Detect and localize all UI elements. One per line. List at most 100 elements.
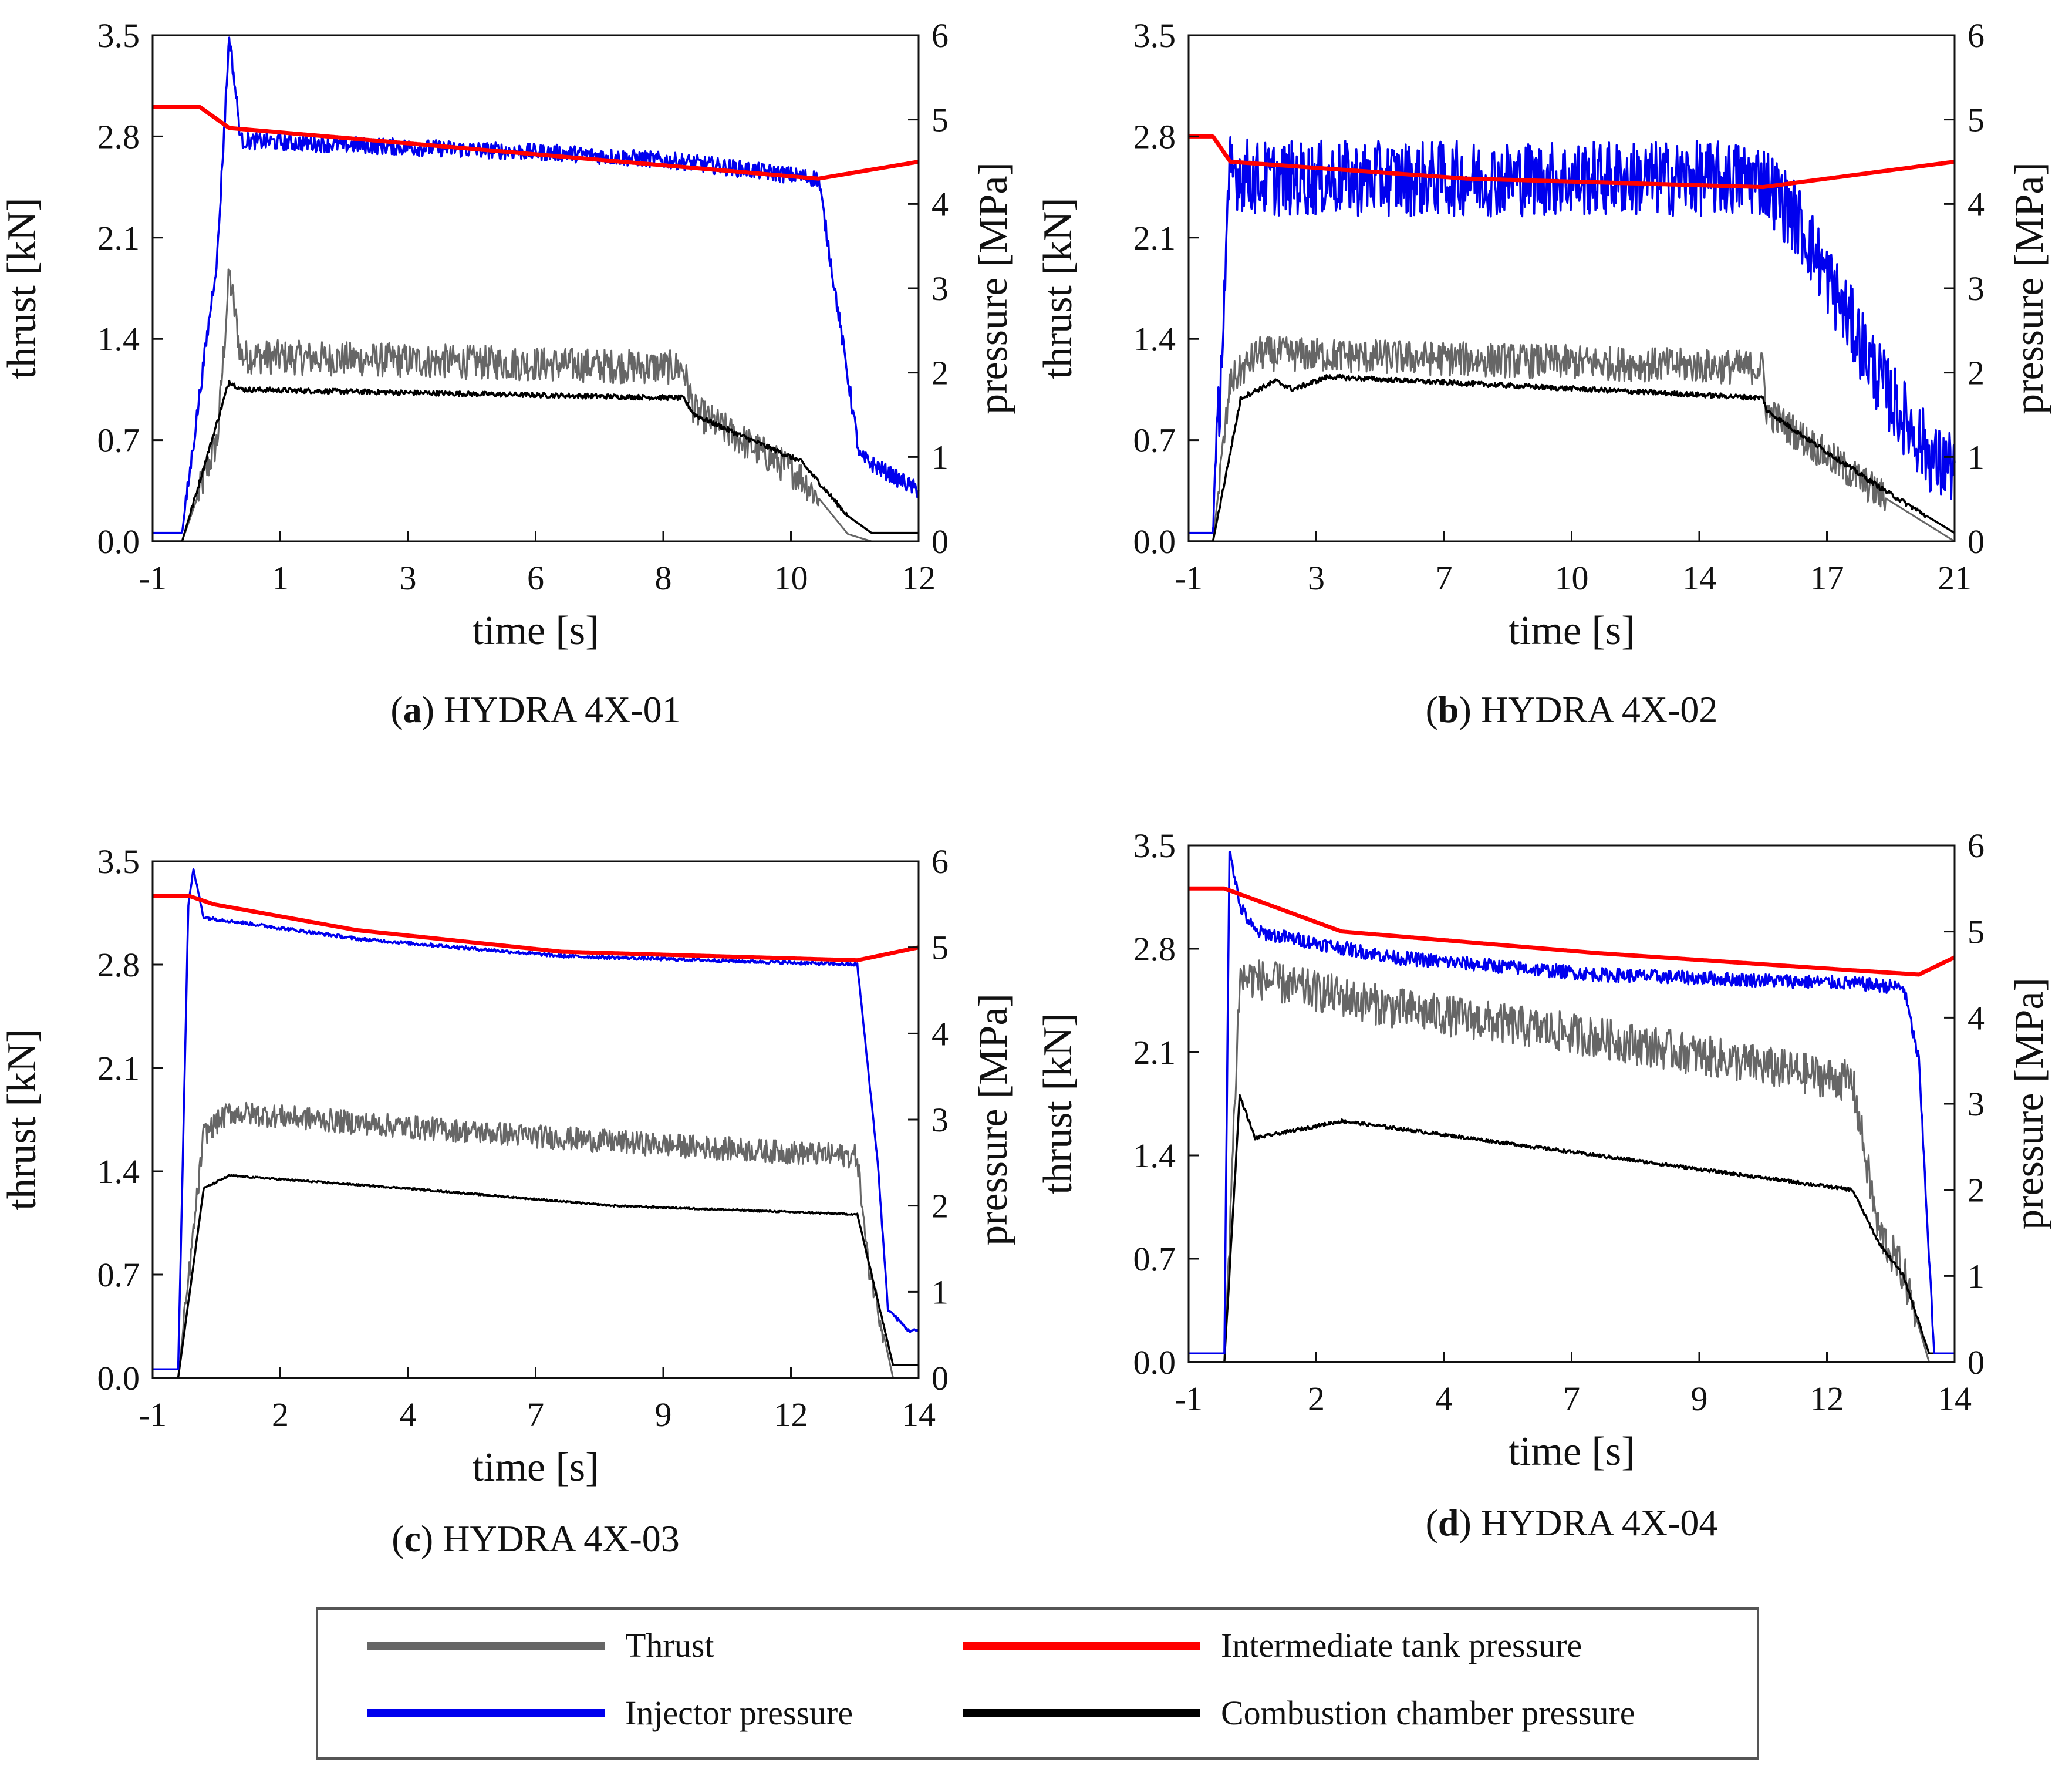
y-right-axis-label-d: pressure [MPa] — [2007, 978, 2052, 1230]
y-right-tick-label-c: 0 — [932, 1359, 949, 1397]
series-thrust-c — [152, 1101, 919, 1379]
x-tick-label-a: 12 — [902, 559, 936, 597]
x-axis-label-b: time [s] — [1509, 608, 1635, 653]
y-right-tick-label-b: 4 — [1968, 185, 1985, 223]
x-tick-label-b: 17 — [1810, 559, 1844, 597]
y-right-tick-label-a: 4 — [932, 185, 949, 223]
x-tick-label-c: 9 — [655, 1396, 672, 1434]
y-right-tick-label-d: 0 — [1968, 1343, 1985, 1381]
series-tank-c — [151, 894, 920, 963]
y-right-tick-label-b: 0 — [1968, 523, 1985, 561]
x-tick-label-d: 12 — [1810, 1380, 1844, 1418]
x-axis-label-d: time [s] — [1509, 1429, 1635, 1474]
legend-label-injector: Injector pressure — [625, 1694, 853, 1732]
caption-part: b — [1438, 689, 1459, 730]
y-left-tick-label-d: 0.7 — [1133, 1240, 1176, 1278]
caption-a: (a) HYDRA 4X-01 — [390, 689, 680, 730]
y-right-tick-label-c: 4 — [932, 1015, 949, 1053]
y-right-tick-label-a: 6 — [932, 16, 949, 55]
y-left-tick-label-a: 3.5 — [97, 16, 140, 55]
x-tick-label-c: 4 — [400, 1396, 417, 1434]
caption-part: ( — [1426, 1502, 1438, 1543]
y-left-tick-label-b: 3.5 — [1133, 16, 1176, 55]
y-right-tick-label-d: 3 — [1968, 1085, 1985, 1123]
plot-frame-d — [1187, 844, 1956, 1363]
x-axis-label-c: time [s] — [473, 1445, 599, 1490]
caption-b: (b) HYDRA 4X-02 — [1426, 689, 1718, 730]
x-tick-label-a: -1 — [139, 559, 167, 597]
legend: Thrust Injector pressure Intermediate ta… — [316, 1607, 1759, 1760]
y-right-tick-label-b: 5 — [1968, 101, 1985, 139]
y-left-tick-label-c: 0.0 — [97, 1359, 140, 1397]
y-left-tick-label-d: 3.5 — [1133, 827, 1176, 865]
series-chamber-b — [1188, 373, 1955, 542]
y-left-tick-label-a: 2.1 — [97, 219, 140, 257]
y-left-tick-label-d: 1.4 — [1133, 1137, 1176, 1175]
y-right-tick-label-d: 4 — [1968, 999, 1985, 1037]
y-left-axis-label-d: thrust [kN] — [1035, 1013, 1081, 1194]
caption-part: a — [403, 689, 422, 730]
y-left-axis-label-a: thrust [kN] — [0, 197, 45, 379]
y-right-axis-label-c: pressure [MPa] — [971, 993, 1016, 1246]
y-right-tick-label-d: 6 — [1968, 827, 1985, 865]
y-right-tick-label-b: 2 — [1968, 354, 1985, 392]
panel-b: -1 3 7 10 14 17 21 0.0 0.7 1.4 2.1 2.8 3.5 0 1 2 3 4 5 6 tim… — [1035, 16, 2052, 730]
y-left-axis-label-c: thrust [kN] — [0, 1029, 45, 1210]
series-tank-a — [151, 105, 920, 181]
x-tick-label-c: 2 — [272, 1396, 289, 1434]
series-injector-d — [1188, 851, 1955, 1355]
x-tick-label-d: 7 — [1563, 1380, 1580, 1418]
legend-label-thrust: Thrust — [625, 1626, 714, 1664]
x-tick-label-d: 9 — [1691, 1380, 1708, 1418]
caption-d: (d) HYDRA 4X-04 — [1426, 1502, 1718, 1543]
caption-part: ( — [390, 689, 403, 730]
panels: -1 1 3 6 8 10 120.00.71.42.12.83.50123456time … — [0, 16, 2052, 1559]
caption-part: ( — [392, 1518, 404, 1559]
caption-part: ) HYDRA 4X-03 — [421, 1518, 680, 1559]
series-tank-b — [1187, 134, 1956, 190]
y-left-tick-label-c: 3.5 — [97, 842, 140, 881]
y-right-tick-label-a: 1 — [932, 438, 949, 476]
y-right-tick-label-a: 2 — [932, 354, 949, 392]
series-thrust-b — [1189, 336, 1955, 542]
x-tick-label-b: 3 — [1308, 559, 1325, 597]
y-right-tick-label-c: 6 — [932, 842, 949, 881]
x-tick-label-a: 10 — [774, 559, 808, 597]
legend-label-chamber: Combustion chamber pressure — [1221, 1694, 1635, 1732]
x-tick-label-d: 14 — [1938, 1380, 1972, 1418]
y-right-tick-label-a: 5 — [932, 101, 949, 139]
y-right-tick-label-c: 1 — [932, 1273, 949, 1311]
y-left-tick-label-c: 1.4 — [97, 1152, 140, 1191]
y-right-tick-label-b: 6 — [1968, 16, 1985, 55]
caption-part: ) HYDRA 4X-02 — [1459, 689, 1718, 730]
y-left-tick-label-c: 0.7 — [97, 1256, 140, 1294]
series-thrust-a — [152, 268, 919, 542]
y-right-tick-label-c: 5 — [932, 929, 949, 967]
y-right-tick-label-d: 5 — [1968, 913, 1985, 951]
caption-part: ( — [1426, 689, 1438, 730]
y-right-tick-label-a: 0 — [932, 523, 949, 561]
y-right-tick-label-d: 2 — [1968, 1171, 1985, 1209]
x-axis-label-a: time [s] — [473, 608, 599, 653]
series-tank-d — [1187, 886, 1956, 977]
y-left-tick-label-d: 0.0 — [1133, 1343, 1176, 1381]
x-tick-label-a: 1 — [272, 559, 289, 597]
y-left-tick-label-a: 2.8 — [97, 117, 140, 156]
series-injector-a — [152, 36, 920, 534]
y-left-tick-label-c: 2.1 — [97, 1049, 140, 1087]
y-right-axis-label-a: pressure [MPa] — [971, 162, 1016, 414]
y-left-tick-label-c: 2.8 — [97, 946, 140, 984]
caption-part: d — [1438, 1502, 1459, 1543]
x-tick-label-c: 7 — [527, 1396, 544, 1434]
y-right-tick-label-c: 3 — [932, 1101, 949, 1139]
x-tick-label-b: -1 — [1175, 559, 1203, 597]
y-left-tick-label-a: 0.0 — [97, 523, 140, 561]
legend-label-tank: Intermediate tank pressure — [1221, 1626, 1582, 1664]
y-left-tick-label-b: 2.1 — [1133, 219, 1176, 257]
y-left-tick-label-b: 0.0 — [1133, 523, 1176, 561]
series-chamber-d — [1188, 1094, 1955, 1363]
x-tick-label-d: -1 — [1175, 1380, 1203, 1418]
y-right-tick-label-c: 2 — [932, 1187, 949, 1225]
y-right-tick-label-b: 3 — [1968, 269, 1985, 308]
y-right-tick-label-b: 1 — [1968, 438, 1985, 476]
